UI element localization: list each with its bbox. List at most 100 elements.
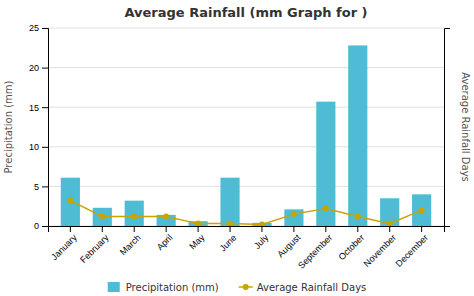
bar (125, 201, 144, 226)
bar (61, 178, 80, 226)
tick-label: June (218, 232, 239, 253)
chart: 0 5 10 15 20 25 JanuaryFebruary March April May Ju… (0, 0, 474, 296)
tick-mark (102, 226, 103, 232)
x-axis: JanuaryFebruary March April May June JulyAugu… (49, 226, 445, 271)
tick-label: 15 (29, 103, 39, 113)
tick-label: 0 (34, 221, 39, 231)
legend-item: Precipitation (mm) (108, 282, 219, 293)
tick-label: May (187, 232, 206, 251)
tick: October (336, 226, 366, 262)
tick-mark (42, 28, 48, 29)
y2-axis-label: Average Rainfall Days (460, 72, 471, 182)
bar (220, 178, 239, 226)
tick-mark (134, 226, 135, 232)
grid-line (48, 186, 444, 187)
tick-mark (198, 226, 199, 232)
tick-mark (42, 107, 48, 108)
marker (99, 213, 105, 219)
tick: May (187, 226, 206, 252)
marker (323, 206, 329, 212)
tick-mark (42, 68, 48, 69)
axis-line (42, 29, 49, 227)
line-series (67, 198, 424, 226)
tick-mark (166, 226, 167, 232)
line (70, 201, 421, 225)
marker (355, 213, 361, 219)
marker (67, 198, 73, 204)
tick-label: 20 (29, 63, 39, 73)
tick: 0 (34, 221, 48, 231)
legend-label: Average Rainfall Days (257, 282, 367, 293)
tick-mark (389, 226, 390, 232)
tick-mark (42, 147, 48, 148)
tick-mark (293, 226, 294, 232)
tick-label: October (336, 232, 366, 262)
tick-mark (421, 226, 422, 232)
marker (163, 213, 169, 219)
bar (316, 102, 335, 226)
marker (195, 221, 201, 226)
tick-label: December (394, 232, 430, 268)
tick-label: April (155, 232, 175, 252)
tick-label: July (252, 232, 271, 251)
tick: 5 (34, 182, 48, 192)
title: Average Rainfall (mm Graph for ) (124, 5, 367, 20)
marker (387, 221, 393, 226)
plot-area: 0 5 10 15 20 25 JanuaryFebruary March April May Ju… (29, 23, 450, 270)
tick: September (296, 226, 334, 271)
tick-label: September (296, 232, 334, 270)
tick-label: February (78, 232, 111, 265)
grid-line (48, 28, 444, 29)
tick-mark (42, 226, 48, 227)
axis-line (445, 29, 451, 227)
marker (259, 221, 265, 226)
grid-line (48, 146, 444, 147)
tick: 15 (29, 103, 48, 113)
tick-mark (325, 226, 326, 232)
tick-mark (70, 226, 71, 232)
bar (412, 194, 431, 226)
bar (284, 209, 303, 226)
tick: June (218, 226, 239, 253)
bar (348, 45, 367, 226)
tick-label: 10 (29, 142, 39, 152)
tick-mark (230, 226, 231, 232)
legend: Precipitation (mm) Average Rainfall Days (108, 282, 367, 293)
y2-axis (445, 29, 451, 227)
bar-series (61, 45, 431, 226)
tick: July (252, 226, 271, 251)
tick-label: March (118, 232, 143, 257)
tick-label: November (362, 232, 398, 268)
tick: December (394, 226, 430, 269)
grid-line (48, 107, 444, 108)
tick-label: 5 (34, 182, 39, 192)
tick: April (155, 226, 175, 252)
y-axis: 0 5 10 15 20 25 (29, 23, 49, 231)
tick-mark (42, 186, 48, 187)
legend-marker (243, 284, 249, 290)
tick-label: August (275, 232, 302, 259)
legend-swatch (108, 282, 120, 292)
marker (227, 221, 233, 226)
tick: March (118, 226, 143, 257)
legend-label: Precipitation (mm) (126, 282, 219, 293)
axis-line (49, 227, 445, 233)
tick: 25 (29, 23, 48, 33)
tick: August (275, 226, 302, 259)
marker (291, 211, 297, 217)
tick-label: 25 (29, 23, 39, 33)
marks (61, 45, 431, 226)
tick: February (78, 226, 111, 265)
y-axis-label: Precipitation (mm) (3, 80, 14, 173)
tick-mark (261, 226, 262, 232)
tick: 20 (29, 63, 48, 73)
tick: 10 (29, 142, 48, 152)
tick: November (362, 226, 398, 269)
legend-item: Average Rainfall Days (239, 282, 367, 293)
marker (419, 207, 425, 213)
tick-mark (357, 226, 358, 232)
grid (48, 28, 444, 226)
tick: January (49, 226, 79, 262)
marker (131, 213, 137, 219)
grid-line (48, 67, 444, 68)
